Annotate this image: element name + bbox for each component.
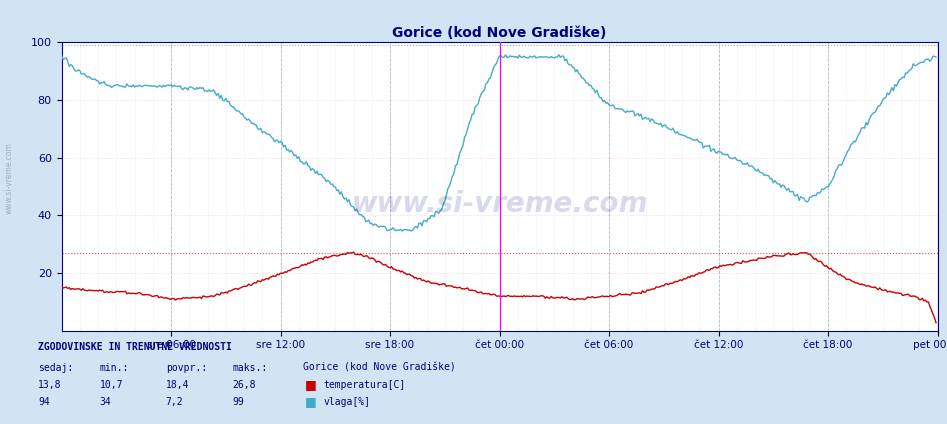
- Text: min.:: min.:: [99, 363, 129, 373]
- Text: 99: 99: [232, 397, 243, 407]
- Text: 7,2: 7,2: [166, 397, 184, 407]
- Text: vlaga[%]: vlaga[%]: [324, 397, 371, 407]
- Text: ■: ■: [305, 378, 316, 391]
- Title: Gorice (kod Nove Gradiške): Gorice (kod Nove Gradiške): [392, 26, 607, 40]
- Text: ■: ■: [305, 395, 316, 408]
- Text: www.si-vreme.com: www.si-vreme.com: [5, 142, 14, 214]
- Text: 13,8: 13,8: [38, 380, 62, 390]
- Text: sedaj:: sedaj:: [38, 363, 73, 373]
- Text: ZGODOVINSKE IN TRENUTNE VREDNOSTI: ZGODOVINSKE IN TRENUTNE VREDNOSTI: [38, 342, 232, 352]
- Text: 26,8: 26,8: [232, 380, 256, 390]
- Text: maks.:: maks.:: [232, 363, 267, 373]
- Text: 34: 34: [99, 397, 111, 407]
- Text: temperatura[C]: temperatura[C]: [324, 380, 406, 390]
- Text: povpr.:: povpr.:: [166, 363, 206, 373]
- Text: 94: 94: [38, 397, 49, 407]
- Text: 18,4: 18,4: [166, 380, 189, 390]
- Text: www.si-vreme.com: www.si-vreme.com: [351, 190, 648, 218]
- Text: Gorice (kod Nove Gradiške): Gorice (kod Nove Gradiške): [303, 363, 456, 373]
- Text: 10,7: 10,7: [99, 380, 123, 390]
